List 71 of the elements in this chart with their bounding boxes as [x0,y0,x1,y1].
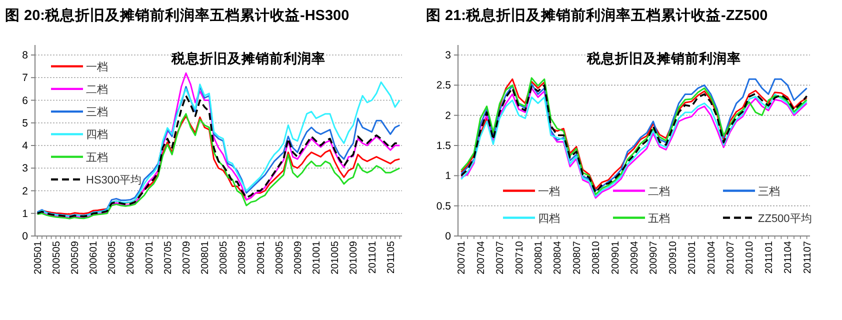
x-tick-label: 200609 [126,240,137,274]
x-tick-label: 200801 [534,240,544,274]
y-tick-label: 1.5 [436,140,452,152]
x-tick-label: 200907 [648,240,660,274]
x-tick-label: 200901 [256,240,267,274]
x-tick-label: 201101 [367,240,378,274]
x-tick-label: 200707 [495,240,506,274]
x-tick-label: 200710 [514,240,526,274]
x-tick-label: 200901 [610,240,622,274]
y-tick-label: 2 [22,185,28,198]
x-tick-label: 201009 [348,240,360,274]
x-tick-label: 200709 [181,240,192,274]
x-tick-label: 201001 [312,240,323,274]
y-tick-label: 1 [22,208,28,220]
y-tick-label: 5 [22,117,28,130]
x-tick-label: 201104 [783,240,794,274]
legend-label: 三档 [758,186,780,198]
x-tick-label: 200701 [456,240,468,274]
legend-label: 二档 [648,186,670,198]
legend-label: 一档 [86,61,108,74]
x-tick-label: 200809 [237,240,248,274]
x-tick-label: 201101 [764,240,775,274]
chart-title: 图 21:税息折旧及摊销前利润率五档累计收益-ZZ500 [426,6,768,24]
y-tick-label: 0 [445,230,452,242]
legend-label: 五档 [86,152,108,164]
x-tick-label: 201107 [802,240,814,274]
x-tick-label: 201105 [386,240,397,274]
x-tick-label: 200705 [162,240,174,274]
legend-label: 五档 [648,212,670,225]
x-tick-label: 201005 [330,240,342,274]
chart-title: 图 20:税息折旧及摊销前利润率五档累计收益-HS300 [5,6,350,24]
x-tick-label: 201010 [744,240,756,274]
x-tick-label: 200801 [200,240,212,274]
x-tick-label: 200910 [668,240,679,274]
y-tick-label: 2 [445,110,452,122]
y-tick-label: 3 [22,162,28,175]
x-tick-label: 200810 [591,240,602,274]
y-tick-label: 1 [445,170,452,182]
x-tick-label: 200807 [572,240,583,274]
x-tick-label: 200701 [144,240,156,274]
y-tick-label: 8 [22,50,28,62]
y-tick-label: 6 [22,94,28,107]
x-tick-label: 200605 [107,240,118,274]
legend-label: ZZ500平均 [758,212,812,225]
x-tick-label: 200704 [476,240,487,274]
y-tick-label: 0.5 [436,200,452,212]
x-tick-label: 200904 [630,240,640,274]
legend-label: 四档 [86,129,108,142]
y-tick-label: 2.5 [436,80,452,92]
y-tick-label: 3 [445,50,452,62]
x-tick-label: 200509 [70,240,81,274]
chart-subtitle: 税息折旧及摊销前利润率 [586,50,741,66]
x-tick-label: 200501 [32,240,44,274]
chart-subtitle: 税息折旧及摊销前利润率 [170,50,326,66]
legend-label: HS300平均 [86,174,142,186]
x-tick-label: 201001 [687,240,698,274]
legend-label: 一档 [538,186,560,198]
x-tick-label: 201007 [726,240,736,274]
legend-label: 二档 [86,84,108,96]
x-tick-label: 201004 [706,240,718,274]
x-tick-label: 200909 [292,240,304,274]
x-tick-label: 200601 [88,240,100,274]
x-tick-label: 200805 [218,240,230,274]
x-tick-label: 200505 [51,240,62,274]
x-tick-label: 200905 [274,240,286,274]
y-tick-label: 7 [22,72,28,84]
y-tick-label: 4 [22,140,28,152]
x-tick-label: 200804 [552,240,564,274]
legend-label: 四档 [538,212,560,225]
legend-label: 三档 [86,106,108,119]
y-tick-label: 0 [22,230,28,242]
